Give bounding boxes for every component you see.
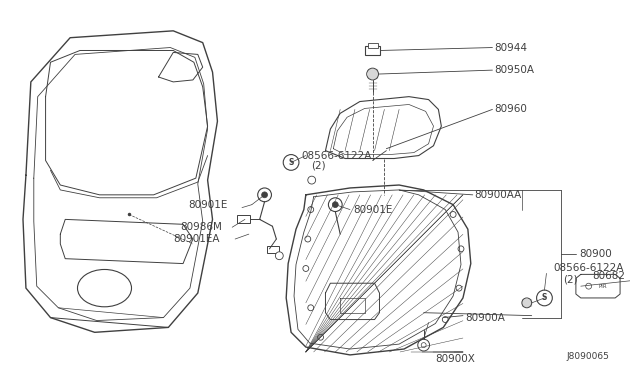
Text: 08566-6122A: 08566-6122A: [554, 263, 623, 273]
Text: 80900X: 80900X: [435, 354, 476, 364]
Circle shape: [367, 68, 378, 80]
Circle shape: [328, 198, 342, 212]
Circle shape: [258, 188, 271, 202]
Text: (2): (2): [563, 274, 578, 284]
Circle shape: [308, 206, 314, 212]
Circle shape: [262, 192, 268, 198]
Circle shape: [421, 343, 426, 347]
Circle shape: [303, 266, 308, 272]
Text: 80950A: 80950A: [494, 65, 534, 75]
Circle shape: [442, 317, 448, 323]
Text: 08566-6122A: 08566-6122A: [301, 151, 371, 161]
Text: PIR: PIR: [598, 284, 607, 289]
Text: 80900A: 80900A: [465, 312, 505, 323]
Circle shape: [418, 339, 429, 351]
Text: S: S: [289, 158, 294, 167]
Circle shape: [586, 283, 591, 289]
Circle shape: [332, 202, 338, 208]
Text: (2): (2): [311, 160, 325, 170]
Text: 80960: 80960: [494, 105, 527, 115]
Circle shape: [284, 155, 299, 170]
Circle shape: [308, 305, 314, 311]
Circle shape: [317, 334, 323, 340]
Bar: [266, 246, 279, 253]
Text: 80682: 80682: [592, 271, 625, 281]
Text: 80900: 80900: [579, 249, 612, 259]
Circle shape: [450, 212, 456, 217]
Text: 80944: 80944: [494, 42, 527, 52]
Circle shape: [308, 176, 316, 184]
Text: 80901EA: 80901EA: [173, 234, 220, 244]
Text: J8090065: J8090065: [566, 352, 609, 361]
Bar: [368, 43, 378, 48]
Text: 80900AA: 80900AA: [475, 190, 522, 200]
Circle shape: [536, 290, 552, 306]
Circle shape: [305, 236, 311, 242]
Text: 80901E: 80901E: [188, 200, 227, 210]
Text: S: S: [542, 294, 547, 302]
Circle shape: [522, 298, 532, 308]
Circle shape: [458, 246, 464, 252]
Text: 80986M: 80986M: [180, 222, 222, 232]
Bar: [365, 45, 380, 55]
Text: 80901E: 80901E: [353, 205, 392, 215]
Circle shape: [456, 285, 462, 291]
Bar: [237, 215, 250, 223]
Circle shape: [275, 252, 284, 260]
